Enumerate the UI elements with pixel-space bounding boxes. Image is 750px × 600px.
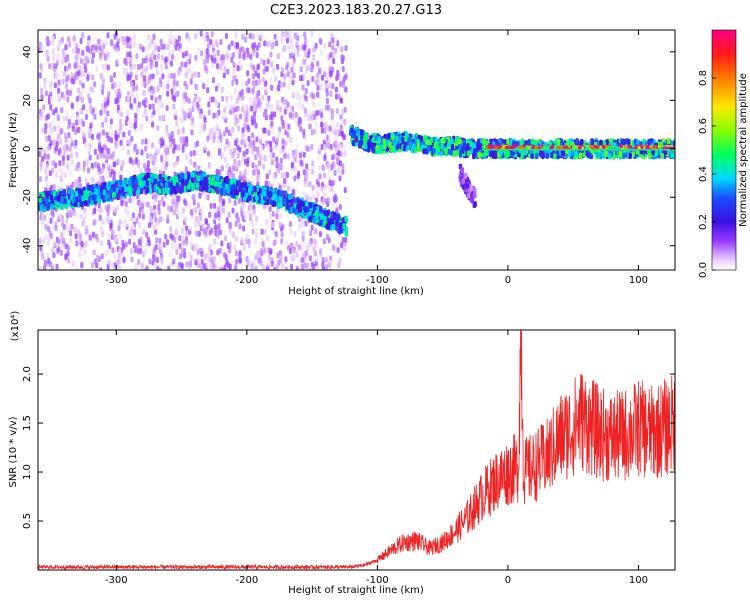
spectrogram-x-tick-label: -100 xyxy=(366,275,389,286)
spectrogram-frame xyxy=(37,29,676,271)
snr-x-tick-label: -200 xyxy=(236,575,259,586)
heatmap-feature-1 xyxy=(38,170,349,237)
spectrogram-y-ticks: -40 -20 0 20 40 xyxy=(22,45,675,254)
snr-x-tick-label: 100 xyxy=(629,575,648,586)
snr-x-tick-label: -100 xyxy=(366,575,389,586)
spectrogram-y-tick-label: -40 xyxy=(22,238,33,254)
snr-y-multiplier-label: (x10⁴) xyxy=(10,311,21,342)
heatmap-feature-0 xyxy=(38,30,348,270)
colorbar-tick-label: 0.8 xyxy=(698,70,709,86)
spectrogram-x-tick-label: 0 xyxy=(505,275,511,286)
figure-title: C2E3.2023.183.20.27.G13 xyxy=(270,3,442,18)
spectrogram-x-tick-label: 100 xyxy=(629,275,648,286)
snr-x-tick-label: 0 xyxy=(505,575,511,586)
snr-x-ticks: -300 -200 -100 0 100 xyxy=(105,330,648,586)
heatmap-feature-3 xyxy=(458,163,477,209)
snr-y-axis-label: SNR (10 * v/v) xyxy=(8,416,19,487)
snr-panel: -300 -200 -100 0 100 0.5 1.0 1.5 2.0 Height of … xyxy=(8,311,676,596)
colorbar-gradient xyxy=(712,30,736,270)
spectrogram-y-tick-label: 0 xyxy=(22,146,33,152)
spectrogram-x-tick-label: -300 xyxy=(105,275,128,286)
spectrogram-y-axis-label: Frequency (Hz) xyxy=(8,112,19,188)
snr-background xyxy=(38,330,675,570)
spectrogram-y-tick-label: -20 xyxy=(22,189,33,205)
colorbar-ticks: 0.0 0.2 0.4 0.6 0.8 xyxy=(698,70,716,278)
snr-y-tick-label: 0.5 xyxy=(22,513,33,529)
colorbar-tick-label: 0.6 xyxy=(698,118,709,134)
spectrogram-x-ticks: -300 -200 -100 0 100 xyxy=(105,30,648,286)
colorbar-frame xyxy=(711,29,737,271)
snr-x-axis-label: Height of straight line (km) xyxy=(288,585,424,596)
snr-frame xyxy=(37,329,676,571)
colorbar-tick-label: 0.2 xyxy=(698,214,709,230)
snr-y-tick-label: 2.0 xyxy=(22,366,33,382)
snr-y-tick-label: 1.5 xyxy=(22,415,33,431)
colorbar-tick-label: 0.4 xyxy=(698,166,709,182)
snr-x-tick-label: -300 xyxy=(105,575,128,586)
spectrogram-x-axis-label: Height of straight line (km) xyxy=(288,286,424,297)
colorbar: 0.0 0.2 0.4 0.6 0.8 Normalized spectral ampl… xyxy=(698,29,749,278)
spectrogram-y-tick-label: 20 xyxy=(22,94,33,107)
spectrogram-x-tick-label: -200 xyxy=(236,275,259,286)
spectrogram-y-tick-label: 40 xyxy=(22,45,33,58)
colorbar-label: Normalized spectral amplitude xyxy=(738,73,749,227)
colorbar-tick-label: 0.0 xyxy=(698,262,709,278)
snr-series-line xyxy=(38,330,675,570)
snr-y-ticks: 0.5 1.0 1.5 2.0 xyxy=(22,366,675,529)
snr-y-tick-label: 1.0 xyxy=(22,464,33,480)
